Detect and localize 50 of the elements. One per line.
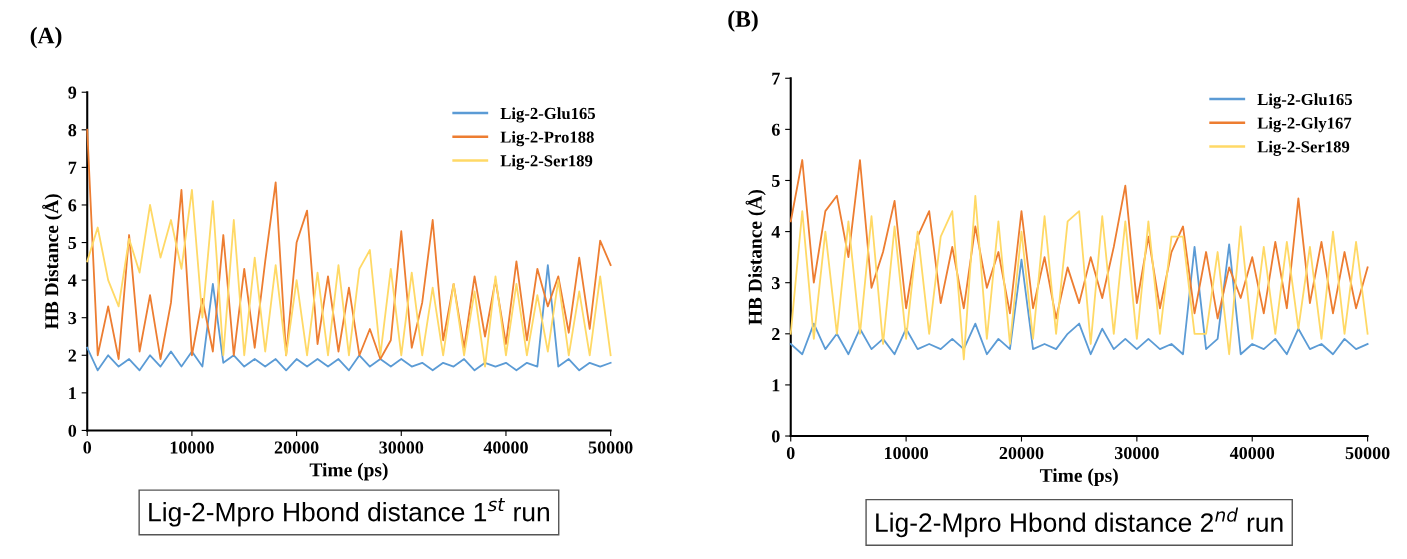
x-tick-label: 0 [83,441,92,454]
y-tick-label: 0 [771,430,780,443]
legend-label: Lig-2-Gly167 [1257,117,1352,133]
x-tick-label: 20000 [274,441,319,454]
y-tick-label: 2 [772,328,780,341]
chart-title: (B) [728,10,758,32]
x-tick-label: 50000 [588,441,633,454]
text: Lig-2-Mpro Hbond distance 2$^{nd}$ run [876,507,1283,538]
x-tick-label: 50000 [1345,446,1390,460]
y-tick-label: 3 [68,312,77,325]
y-tick-label: 4 [68,274,77,287]
x-tick-label: 30000 [379,441,424,454]
x-tick-label: 10000 [170,441,214,454]
x-axis-title: Time (ps) [1039,468,1118,486]
line-series [86,128,612,360]
chart-title: (A) [30,26,62,49]
x-tick-label: 10000 [884,446,928,460]
y-tick-label: 6 [771,123,780,136]
y-tick-label: 3 [771,277,780,290]
x-tick-label: 30000 [1114,446,1159,460]
x-tick-label: 20000 [999,446,1044,460]
line-series [86,264,612,372]
x-tick-label: 0 [786,446,795,460]
y-tick-label: 7 [68,161,77,174]
y-tick-label: 4 [771,225,780,238]
line-series [86,189,612,368]
legend-label: Lig-2-Glu165 [1257,93,1352,109]
y-tick-label: 0 [68,424,77,437]
y-tick-label: 6 [68,199,77,212]
y-tick-label: 9 [68,86,77,99]
x-axis-title: Time (ps) [309,462,388,481]
y-tick-label: 8 [68,124,77,137]
y-tick-label: 5 [68,236,77,249]
line-series [789,194,1369,361]
y-tick-label: 1 [772,379,780,392]
legend-label: Lig-2-Ser189 [1257,140,1350,156]
legend-label: Lig-2-Pro188 [500,131,594,147]
x-tick-label: 40000 [1229,446,1275,460]
y-tick-label: 2 [68,349,77,362]
text: Lig-2-Mpro Hbond distance 1$^{st}$ run [149,498,549,527]
line-series [789,159,1369,320]
y-tick-label: 1 [69,387,76,400]
x-tick-label: 40000 [483,441,528,454]
legend-label: Lig-2-Glu165 [500,107,596,123]
legend-label: Lig-2-Ser189 [500,154,593,170]
y-axis-title: HB Distance (Å) [745,189,766,325]
y-tick-label: 7 [772,72,780,85]
line-series [789,243,1369,356]
y-tick-label: 5 [772,174,780,187]
y-axis-title: HB Distance (Å) [42,194,63,330]
